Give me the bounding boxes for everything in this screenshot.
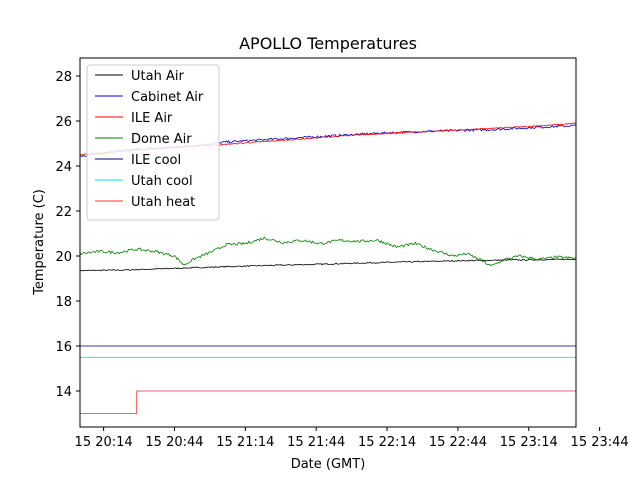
x-ticks: 15 20:14 15 20:44 15 21:14 15 21:44 15 22:14…	[75, 427, 629, 450]
legend-label-dome-air: Dome Air	[131, 132, 192, 147]
x-tick-label: 15 21:14	[216, 435, 274, 450]
y-tick-label: 22	[55, 205, 72, 220]
y-ticks: 14 16 18 20 22 24 26 28	[55, 70, 80, 400]
legend-label-utah-cool: Utah cool	[131, 174, 193, 189]
x-tick-label: 15 20:14	[75, 435, 133, 450]
y-tick-label: 28	[55, 70, 72, 85]
legend-label-utah-air: Utah Air	[131, 69, 184, 84]
y-axis-label: Temperature (C)	[32, 189, 47, 296]
x-tick-label: 15 21:44	[287, 435, 345, 450]
x-axis-label: Date (GMT)	[291, 457, 366, 472]
y-tick-label: 20	[55, 250, 72, 265]
y-tick-label: 26	[55, 115, 72, 130]
y-tick-label: 14	[55, 385, 72, 400]
plot-frame	[79, 57, 577, 428]
chart-title: APOLLO Temperatures	[239, 34, 417, 53]
x-tick-label: 15 22:44	[429, 435, 487, 450]
legend-label-ile-cool: ILE cool	[131, 153, 181, 168]
series-line-utah-air	[80, 258, 576, 272]
series-line-dome-air	[80, 236, 576, 267]
x-tick-label: 15 20:44	[145, 435, 203, 450]
series-line-utah-heat	[80, 390, 576, 414]
y-tick-label: 18	[55, 295, 72, 310]
legend-label-ile-air: ILE Air	[131, 111, 173, 126]
x-tick-label: 15 23:44	[571, 435, 629, 450]
legend: Utah Air Cabinet Air ILE Air Dome Air ILE co…	[86, 64, 220, 221]
legend-label-cabinet-air: Cabinet Air	[131, 90, 204, 105]
y-tick-label: 24	[55, 160, 72, 175]
x-tick-label: 15 23:14	[500, 435, 558, 450]
y-tick-label: 16	[55, 340, 72, 355]
legend-label-utah-heat: Utah heat	[131, 195, 195, 210]
legend-box	[86, 64, 220, 221]
x-tick-label: 15 22:14	[358, 435, 416, 450]
